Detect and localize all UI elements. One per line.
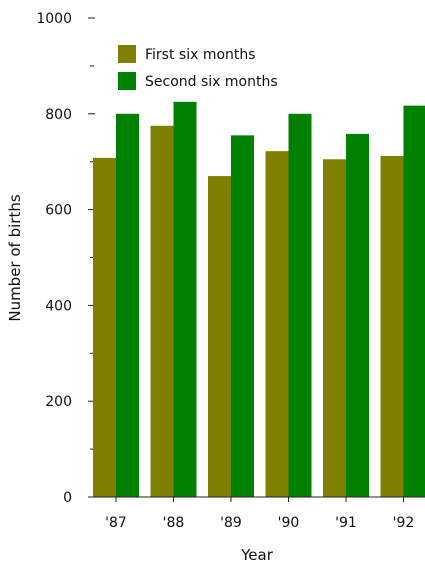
x-tick-label: '90: [278, 515, 300, 531]
bar-second-six-months: [288, 113, 312, 498]
bar-first-six-months: [93, 157, 116, 498]
x-tick-label: '91: [335, 515, 357, 531]
y-tick-label: 600: [45, 203, 72, 219]
bar-first-six-months: [380, 155, 404, 497]
y-tick-label: 0: [63, 490, 72, 506]
y-axis: 0 200 400 600 800 1000: [36, 11, 95, 506]
legend-swatch: [118, 45, 136, 63]
y-axis-title: Number of births: [6, 194, 24, 321]
x-tick-label: '92: [393, 515, 415, 531]
x-tick-label: '87: [105, 515, 127, 531]
legend-swatch: [118, 72, 136, 90]
bar-second-six-months: [173, 101, 197, 497]
legend-label: First six months: [145, 47, 256, 63]
bar-second-six-months: [346, 133, 369, 497]
y-tick-label: 400: [45, 298, 72, 314]
bar-first-six-months: [323, 159, 346, 497]
y-tick-label: 1000: [36, 11, 72, 27]
bar-second-six-months: [231, 135, 254, 498]
legend-label: Second six months: [145, 74, 278, 90]
bar-second-six-months: [403, 105, 425, 498]
x-axis-title: Year: [240, 546, 274, 564]
y-tick-label: 800: [45, 107, 72, 123]
bar-first-six-months: [208, 176, 231, 497]
bar-first-six-months: [150, 125, 174, 498]
x-tick-label: '88: [163, 515, 185, 531]
x-axis: '87 '88 '89 '90 '91 '92: [88, 496, 425, 531]
bar-first-six-months: [265, 151, 289, 498]
x-tick-label: '89: [220, 515, 242, 531]
bars: [93, 101, 425, 498]
legend: First six months Second six months: [118, 45, 278, 90]
y-tick-label: 200: [45, 394, 72, 410]
bar-second-six-months: [116, 113, 139, 498]
